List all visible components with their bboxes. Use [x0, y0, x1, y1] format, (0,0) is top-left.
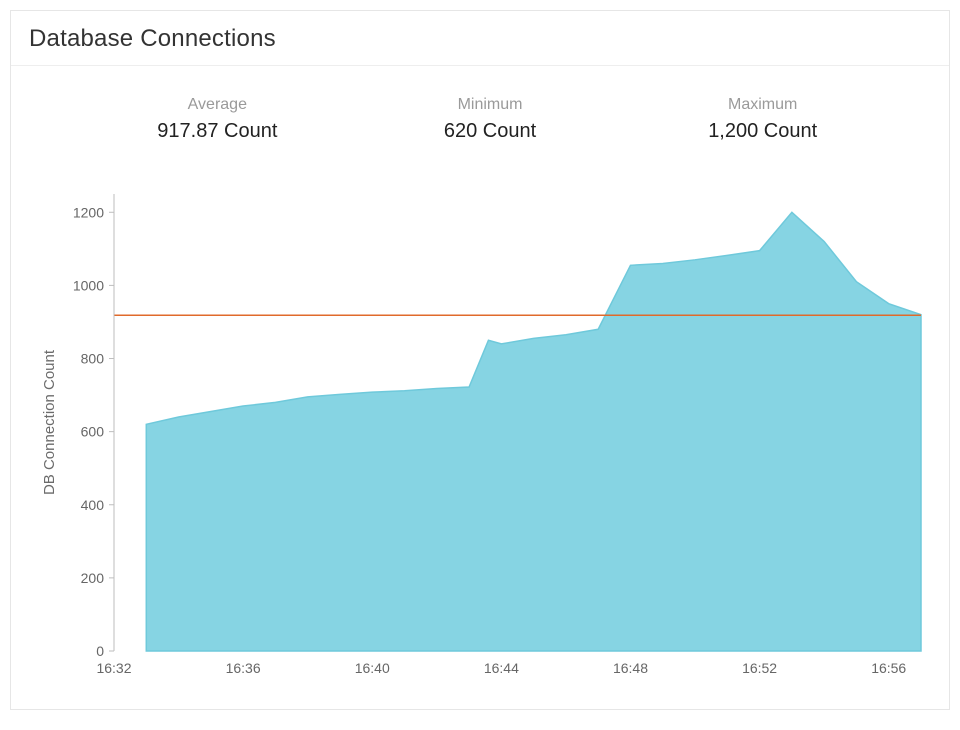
svg-text:16:32: 16:32: [96, 660, 131, 676]
svg-text:16:52: 16:52: [742, 660, 777, 676]
chart-container: 0 200 400 600 800 1000 1200 16:32 16:36 16:40 16:4…: [29, 186, 931, 691]
svg-text:16:48: 16:48: [613, 660, 648, 676]
svg-text:16:56: 16:56: [871, 660, 906, 676]
stat-value: 917.87 Count: [81, 120, 354, 143]
svg-text:1200: 1200: [73, 204, 104, 220]
svg-text:800: 800: [81, 351, 105, 367]
stat-label: Average: [81, 96, 354, 114]
svg-text:16:36: 16:36: [226, 660, 261, 676]
svg-text:200: 200: [81, 570, 105, 586]
panel-title: Database Connections: [11, 11, 949, 66]
stat-value: 1,200 Count: [626, 120, 899, 143]
svg-text:600: 600: [81, 424, 105, 440]
stat-label: Maximum: [626, 96, 899, 114]
svg-text:1000: 1000: [73, 277, 104, 293]
metrics-panel: Database Connections Average 917.87 Coun…: [10, 10, 950, 710]
summary-stats-row: Average 917.87 Count Minimum 620 Count M…: [11, 66, 949, 153]
stat-minimum: Minimum 620 Count: [354, 96, 627, 143]
stat-maximum: Maximum 1,200 Count: [626, 96, 899, 143]
svg-text:16:44: 16:44: [484, 660, 519, 676]
stat-label: Minimum: [354, 96, 627, 114]
svg-text:DB Connection Count: DB Connection Count: [41, 349, 58, 495]
stat-average: Average 917.87 Count: [81, 96, 354, 143]
svg-text:0: 0: [96, 643, 104, 659]
connection-count-area: [146, 212, 921, 651]
svg-text:16:40: 16:40: [355, 660, 390, 676]
svg-text:400: 400: [81, 497, 105, 513]
db-connections-area-chart: 0 200 400 600 800 1000 1200 16:32 16:36 16:40 16:4…: [29, 186, 931, 691]
stat-value: 620 Count: [354, 120, 627, 143]
